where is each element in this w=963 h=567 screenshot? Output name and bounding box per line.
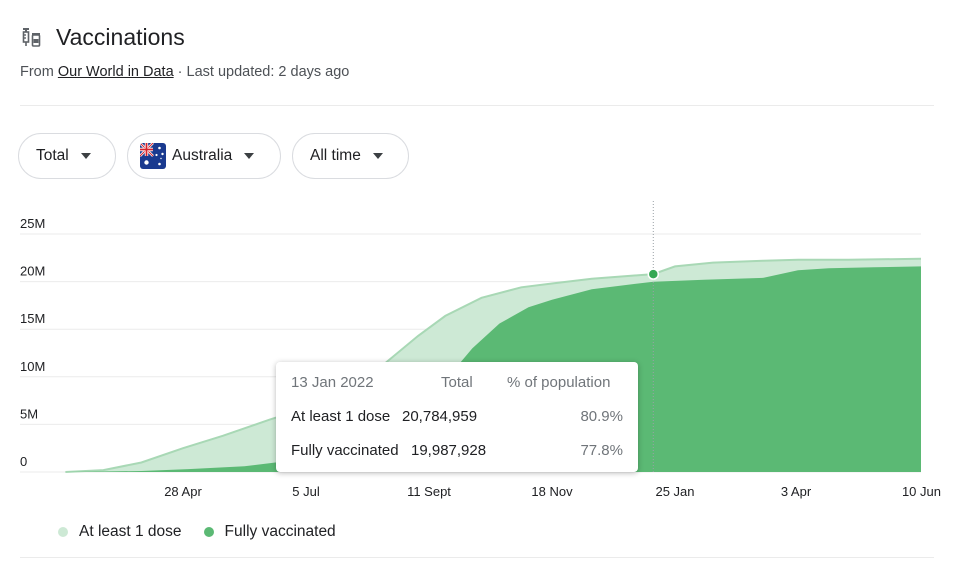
legend-label: Fully vaccinated xyxy=(224,523,336,540)
chart-tooltip: 13 Jan 2022 Total % of population At lea… xyxy=(276,362,638,472)
caret-down-icon xyxy=(244,153,255,159)
last-updated-text: · Last updated: 2 days ago xyxy=(173,64,350,80)
tooltip-row-label: At least 1 dose xyxy=(291,408,391,425)
hover-marker xyxy=(647,268,660,280)
x-tick-label: 25 Jan xyxy=(655,484,694,499)
tooltip-date: 13 Jan 2022 xyxy=(291,374,374,391)
x-tick-label: 11 Sept xyxy=(407,484,451,499)
tooltip-header-total: Total xyxy=(441,374,473,391)
australia-flag-icon xyxy=(140,143,166,169)
time-range-dropdown-label: All time xyxy=(310,147,361,164)
legend-dot-light xyxy=(58,527,68,537)
country-dropdown[interactable]: Australia xyxy=(127,133,281,179)
x-tick-label: 18 Nov xyxy=(531,484,573,499)
x-tick-label: 5 Jul xyxy=(292,484,320,499)
source-line: From Our World in Data · Last updated: 2… xyxy=(20,64,349,80)
legend-item[interactable]: Fully vaccinated xyxy=(203,523,336,541)
tooltip-row-total: 20,784,959 xyxy=(402,408,478,425)
card-header: Vaccinations xyxy=(20,22,185,52)
tooltip-row-label: Fully vaccinated xyxy=(291,442,399,459)
metric-dropdown[interactable]: Total xyxy=(18,133,116,179)
y-tick-label: 20M xyxy=(20,264,45,279)
tooltip-row-total: 19,987,928 xyxy=(411,442,487,459)
x-tick-label: 10 Jun xyxy=(902,484,941,499)
y-tick-label: 10M xyxy=(20,359,45,374)
chart-legend: At least 1 dose Fully vaccinated xyxy=(58,523,358,541)
caret-down-icon xyxy=(372,153,383,159)
tooltip-row-pct: 80.9% xyxy=(580,408,623,425)
y-tick-label: 5M xyxy=(20,406,38,421)
y-tick-label: 0 xyxy=(20,454,27,469)
tooltip-row-pct: 77.8% xyxy=(580,442,623,459)
filter-bar: Total Australia All time xyxy=(18,133,409,179)
series-line-at-least-1-dose xyxy=(65,257,922,473)
metric-dropdown-label: Total xyxy=(36,147,69,164)
page-title: Vaccinations xyxy=(56,23,185,50)
time-range-dropdown[interactable]: All time xyxy=(292,133,409,179)
footer-divider xyxy=(20,557,934,558)
y-tick-label: 15M xyxy=(20,311,45,326)
x-tick-label: 3 Apr xyxy=(781,484,812,499)
legend-label: At least 1 dose xyxy=(79,523,182,540)
legend-dot-dark xyxy=(203,527,214,537)
title-row: Vaccinations xyxy=(20,22,185,52)
country-dropdown-label: Australia xyxy=(172,147,233,164)
tooltip-header-pct: % of population xyxy=(507,374,611,391)
header-divider xyxy=(20,105,934,106)
legend-item[interactable]: At least 1 dose xyxy=(58,523,182,541)
syringe-vial-icon xyxy=(20,25,44,49)
source-prefix: From xyxy=(20,64,58,80)
source-link[interactable]: Our World in Data xyxy=(57,64,174,80)
y-tick-label: 25M xyxy=(20,216,45,231)
caret-down-icon xyxy=(80,153,91,159)
x-tick-label: 28 Apr xyxy=(164,484,202,499)
